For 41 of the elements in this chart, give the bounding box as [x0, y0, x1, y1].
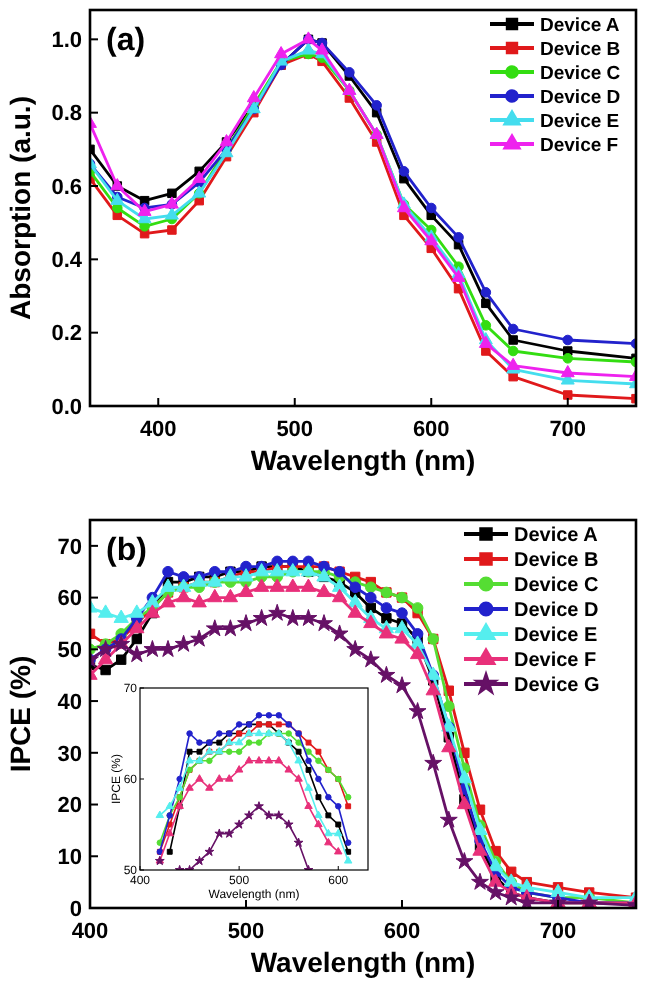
x-tick-label: 500 — [276, 418, 314, 442]
legend-label: Device C — [514, 575, 599, 597]
y-tick-label: 10 — [57, 845, 82, 870]
y-axis-title: IPCE (%) — [4, 655, 36, 773]
legend-label: Device F — [540, 134, 619, 157]
legend-label: Device E — [514, 625, 599, 647]
x-axis-title: Wavelength (nm) — [250, 946, 476, 978]
x-tick-label: 600 — [383, 920, 421, 944]
legend-label: Device A — [514, 525, 598, 547]
y-tick-label: 0.6 — [51, 175, 82, 200]
legend-label: Device A — [540, 14, 620, 37]
y-tick-label: 0.2 — [51, 322, 82, 347]
x-tick-label: 700 — [549, 418, 587, 442]
legend-label: Device D — [540, 86, 621, 109]
legend-label: Device C — [540, 62, 621, 85]
x-tick-label: 400 — [139, 418, 177, 442]
y-tick-label: 0 — [69, 897, 82, 922]
y-tick-label: 0.0 — [51, 395, 82, 420]
legend-label: Device G — [514, 675, 601, 697]
annotation: (b) — [106, 534, 147, 568]
y-tick-label: 50 — [57, 639, 82, 664]
legend-label: Device B — [514, 550, 599, 572]
legend-label: Device E — [540, 110, 620, 133]
y-tick-label: 20 — [57, 794, 82, 819]
y-tick-label: 70 — [57, 535, 82, 560]
y-tick-label: 30 — [57, 742, 82, 767]
x-tick-label: 400 — [71, 920, 109, 944]
y-tick-label: 0.8 — [51, 102, 82, 127]
y-tick-label: 1.0 — [51, 29, 82, 54]
x-axis-title: Wavelength (nm) — [250, 444, 476, 476]
y-axis-title: Absorption (a.u.) — [4, 96, 36, 320]
y-tick-label: 40 — [57, 690, 82, 715]
x-tick-label: 700 — [539, 920, 577, 944]
x-tick-label: 600 — [412, 418, 450, 442]
legend-label: Device D — [514, 600, 599, 622]
y-tick-label: 60 — [57, 587, 82, 612]
annotation: (a) — [106, 24, 146, 58]
y-tick-label: 0.4 — [51, 249, 84, 274]
legend-label: Device B — [540, 38, 621, 61]
x-tick-label: 500 — [227, 920, 265, 944]
legend-label: Device F — [514, 650, 597, 672]
